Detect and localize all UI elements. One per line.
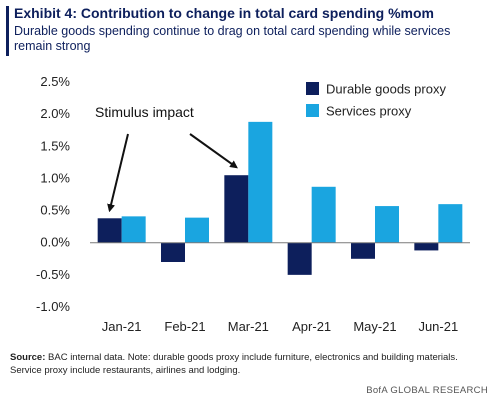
x-tick-label: Mar-21 (228, 319, 269, 334)
legend-label-services: Services proxy (326, 104, 412, 119)
x-tick-label: Jan-21 (102, 319, 142, 334)
y-tick-label: 2.0% (40, 106, 70, 121)
y-tick-label: -0.5% (36, 267, 70, 282)
y-tick-label: 0.5% (40, 203, 70, 218)
bar-durable-feb-21 (161, 242, 185, 262)
y-tick-label: 1.5% (40, 138, 70, 153)
bar-durable-may-21 (351, 242, 375, 259)
x-tick-label: Feb-21 (164, 319, 205, 334)
title-accent-bar (6, 6, 9, 56)
bars-group (97, 121, 463, 275)
annotation: Stimulus impact (95, 104, 238, 213)
source-label: Source: (10, 352, 46, 363)
annotation-arrow-mar-21 (189, 133, 238, 169)
bar-durable-jan-21 (97, 218, 122, 243)
bar-services-feb-21 (185, 217, 209, 243)
x-axis: Jan-21 Feb-21 Mar-21 Apr-21 May-21 Jun-21 (90, 242, 470, 334)
x-tick-label: Apr-21 (292, 319, 331, 334)
bar-durable-apr-21 (287, 242, 312, 275)
chart-subtitle: Durable goods spending continue to drag … (14, 24, 451, 53)
x-tick-label: May-21 (353, 319, 396, 334)
source-text: BAC internal data. Note: durable goods p… (10, 352, 458, 376)
legend-swatch-services (306, 104, 319, 117)
x-tick-label: Jun-21 (418, 319, 458, 334)
legend: Durable goods proxy Services proxy (306, 82, 446, 119)
annotation-arrow-jan-21 (107, 133, 129, 213)
bar-chart: 2.5% 2.0% 1.5% 1.0% 0.5% 0.0% -0.5% -1.0% Jan-2… (36, 74, 470, 334)
source-note: Source: BAC internal data. Note: durable… (10, 351, 490, 377)
bar-services-apr-21 (311, 186, 336, 243)
bar-durable-jun-21 (414, 242, 439, 251)
bar-services-mar-21 (248, 121, 273, 243)
legend-swatch-durable (306, 82, 319, 95)
y-tick-label: 2.5% (40, 74, 70, 89)
y-tick-label: 0.0% (40, 235, 70, 250)
bar-services-may-21 (375, 206, 399, 243)
y-tick-label: 1.0% (40, 170, 70, 185)
brand-label: BofA GLOBAL RESEARCH (366, 385, 488, 396)
annotation-label: Stimulus impact (95, 104, 194, 120)
bar-services-jun-21 (438, 204, 463, 243)
y-tick-label: -1.0% (36, 299, 70, 314)
bar-services-jan-21 (121, 216, 146, 243)
y-axis: 2.5% 2.0% 1.5% 1.0% 0.5% 0.0% -0.5% -1.0% (36, 74, 70, 314)
legend-label-durable: Durable goods proxy (326, 82, 446, 97)
chart-title: Exhibit 4: Contribution to change in tot… (14, 5, 435, 21)
bar-durable-mar-21 (224, 175, 249, 243)
